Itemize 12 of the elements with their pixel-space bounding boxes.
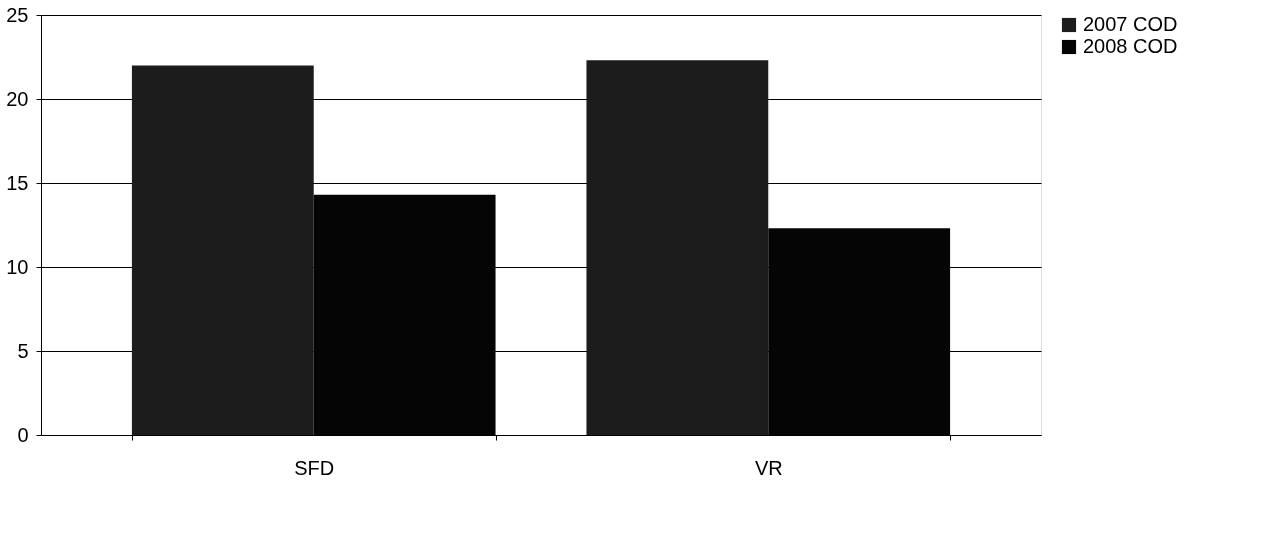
y-tick-label: 15: [6, 171, 29, 194]
x-tick-label: SFD: [294, 456, 335, 479]
y-tick-label: 25: [6, 3, 29, 26]
x-tick-label: VR: [754, 456, 783, 479]
legend-label: 2007 COD: [1083, 13, 1178, 35]
y-tick-label: 20: [6, 87, 29, 110]
y-tick-label: 5: [17, 339, 29, 362]
y-tick-label: 10: [6, 255, 29, 278]
legend-label: 2008 COD: [1083, 35, 1178, 57]
y-tick-label: 0: [17, 423, 29, 446]
bar: [586, 60, 769, 435]
bar: [131, 65, 314, 435]
